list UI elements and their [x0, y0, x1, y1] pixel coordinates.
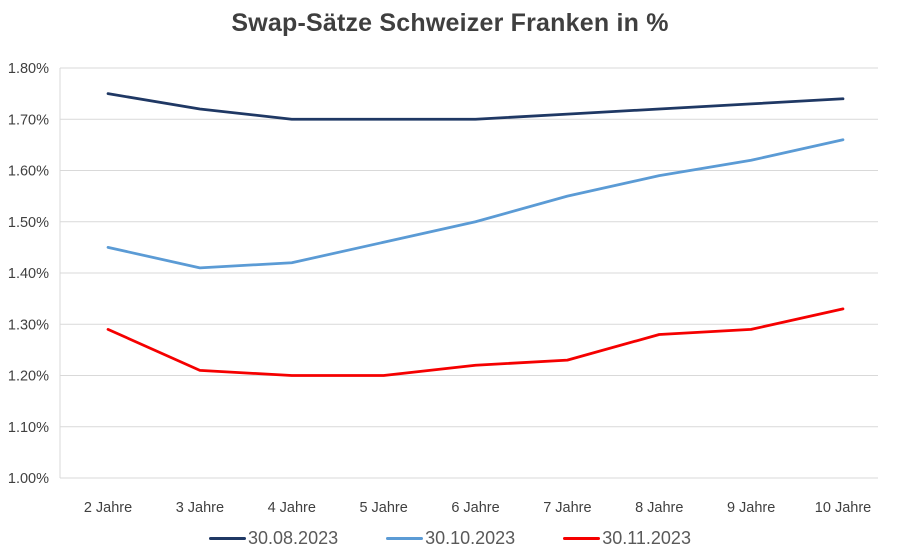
y-tick-label: 1.10%: [8, 420, 49, 436]
y-tick-label: 1.40%: [8, 266, 49, 282]
x-tick-label: 3 Jahre: [176, 500, 224, 516]
chart-title: Swap-Sätze Schweizer Franken in %: [231, 9, 669, 37]
legend-label: 30.10.2023: [425, 528, 516, 548]
x-tick-label: 4 Jahre: [268, 500, 316, 516]
legend-item-30-08-2023: 30.08.2023: [209, 528, 338, 549]
legend-swatch-navy-line: [209, 536, 247, 541]
plot-area: 1.00% 1.10% 1.20% 1.30% 1.40% 1.50% 1.60% 1.70%…: [8, 61, 878, 516]
y-tick-label: 1.30%: [8, 317, 49, 333]
legend-swatch-blue-line: [386, 536, 424, 541]
legend-item-30-11-2023: 30.11.2023: [563, 528, 691, 549]
x-tick-label: 9 Jahre: [727, 500, 775, 516]
series-line-30.10.2023: [106, 138, 845, 270]
y-tick-label: 1.70%: [8, 112, 49, 128]
legend-item-30-10-2023: 30.10.2023: [386, 528, 515, 549]
y-tick-label: 1.60%: [8, 164, 49, 180]
series-line-30.08.2023: [106, 92, 845, 121]
y-tick-label: 1.80%: [8, 61, 49, 77]
x-tick-label: 2 Jahre: [84, 500, 132, 516]
y-tick-label: 1.20%: [8, 369, 49, 385]
x-tick-label: 6 Jahre: [451, 500, 499, 516]
legend-label: 30.11.2023: [602, 528, 691, 548]
series-line-30.11.2023: [106, 307, 845, 377]
x-tick-label: 5 Jahre: [359, 500, 407, 516]
chart-legend: 30.08.2023 30.10.2023 30.11.2023: [0, 528, 900, 549]
x-tick-label: 8 Jahre: [635, 500, 683, 516]
x-tick-label: 7 Jahre: [543, 500, 591, 516]
legend-label: 30.08.2023: [248, 528, 339, 548]
y-tick-label: 1.50%: [8, 215, 49, 231]
x-tick-label: 10 Jahre: [815, 500, 871, 516]
legend-swatch-red-line: [563, 536, 601, 541]
y-tick-label: 1.00%: [8, 471, 49, 487]
